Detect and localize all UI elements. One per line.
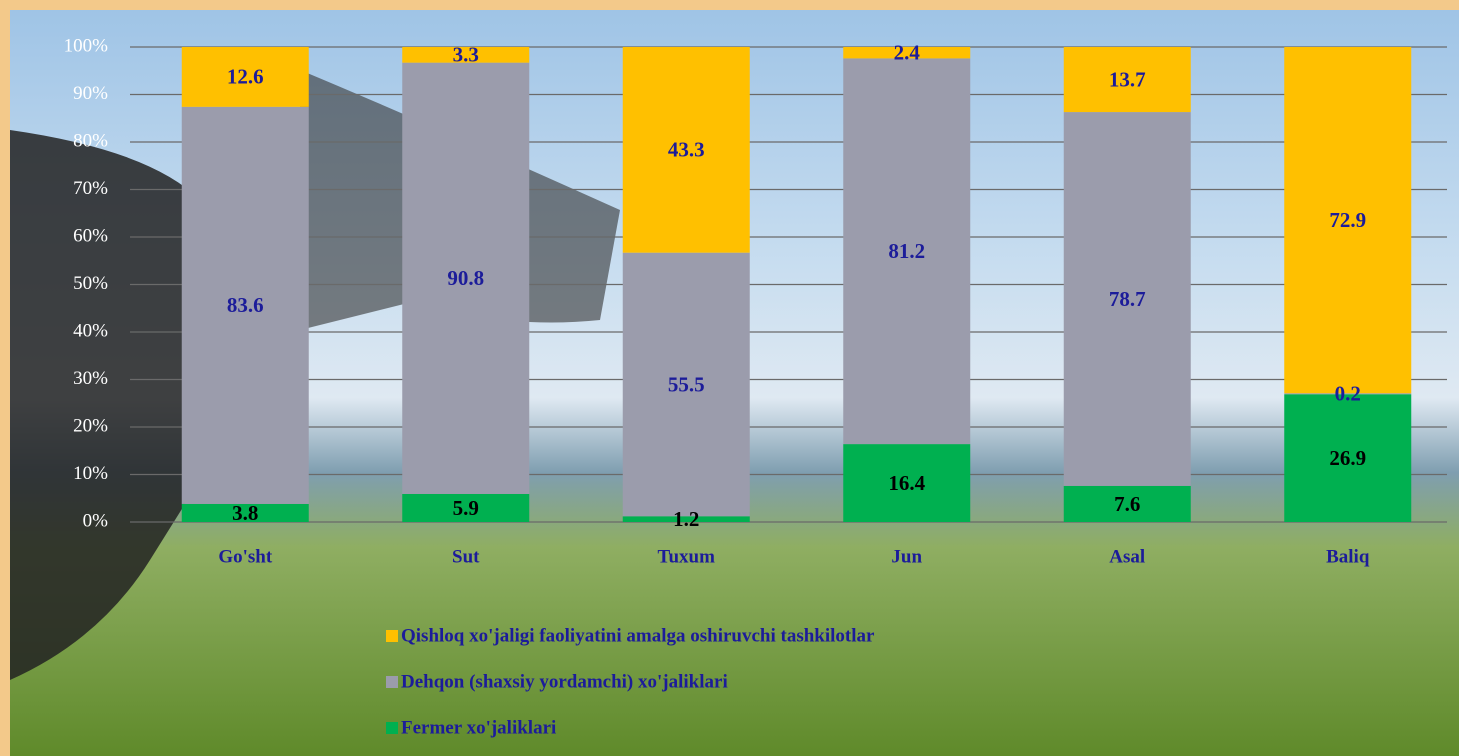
legend-label: Dehqon (shaxsiy yordamchi) xo'jaliklari [401,671,728,692]
bar-segment [402,62,530,494]
data-label: 26.9 [1329,446,1366,470]
data-label: 78.7 [1109,287,1146,311]
bar-segment [843,444,971,522]
y-tick-label: 0% [83,510,109,531]
bar-segment [843,47,971,59]
x-tick-label: Sut [452,546,480,567]
y-tick-label: 100% [64,35,109,56]
y-tick-label: 20% [73,415,108,436]
data-label: 3.8 [232,501,258,525]
data-label: 81.2 [888,239,925,263]
x-tick-label: Asal [1109,546,1145,567]
y-tick-label: 70% [73,178,108,199]
legend-swatch [386,722,398,734]
bar-segment [622,47,750,253]
bar-segment [181,106,309,504]
bar-segment [622,516,750,522]
data-label: 1.2 [673,507,699,531]
bar-segment [402,493,530,522]
data-label: 72.9 [1329,208,1366,232]
data-label: 3.3 [453,43,479,67]
data-label: 83.6 [227,293,264,317]
bar-segment [1284,394,1412,522]
bar-segment [622,252,750,517]
y-tick-label: 10% [73,463,108,484]
legend-swatch [386,630,398,642]
data-label: 5.9 [453,496,479,520]
bar-segment [181,47,309,107]
y-tick-label: 60% [73,225,108,246]
legend-label: Fermer xo'jaliklari [401,717,556,738]
data-label: 55.5 [668,372,705,396]
bar-segment [1284,47,1412,394]
data-label: 2.4 [894,41,921,65]
bar-segment [1063,47,1191,113]
bar-segment [843,58,971,445]
bar-segment [1284,393,1412,395]
data-label: 43.3 [668,138,705,162]
y-tick-label: 40% [73,320,108,341]
y-tick-label: 50% [73,273,108,294]
data-label: 7.6 [1114,492,1140,516]
data-label: 0.2 [1335,382,1361,406]
y-tick-label: 30% [73,368,108,389]
bar-segment [402,47,530,63]
legend-swatch [386,676,398,688]
x-tick-label: Baliq [1326,546,1370,567]
bar-segment [1063,485,1191,522]
x-tick-label: Go'sht [218,546,273,567]
x-tick-label: Jun [891,546,922,567]
y-tick-label: 90% [73,83,108,104]
data-label: 13.7 [1109,67,1146,91]
bar-segment [1063,112,1191,486]
x-tick-label: Tuxum [658,546,716,567]
data-label: 90.8 [447,266,484,290]
y-tick-label: 80% [73,130,108,151]
bar-segment [181,503,309,522]
data-label: 12.6 [227,65,264,89]
legend-label: Qishloq xo'jaligi faoliyatini amalga osh… [401,625,875,646]
data-label: 16.4 [888,471,925,495]
